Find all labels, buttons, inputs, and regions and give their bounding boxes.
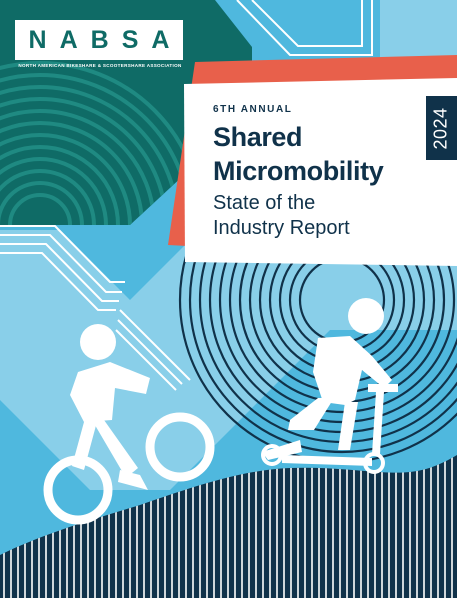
edition-label: 6TH ANNUAL — [213, 104, 293, 115]
logo-tagline: NORTH AMERICAN BIKESHARE & SCOOTERSHARE … — [18, 63, 182, 68]
year-tab: 2024 — [426, 96, 457, 160]
report-year: 2024 — [431, 106, 452, 150]
title-card — [184, 78, 457, 266]
chevron-lines-right — [236, 0, 373, 56]
subtitle-line-1: State of the — [213, 192, 316, 214]
chevron-lines-lower — [115, 309, 191, 391]
title-line-2: Micromobility — [213, 156, 384, 186]
subtitle-line-2: Industry Report — [213, 217, 350, 239]
title-line-1: Shared — [213, 122, 303, 152]
chevron-lines-left — [0, 225, 125, 311]
nabsa-logo[interactable]: NABSA — [15, 20, 183, 60]
scooter-rider-figure — [261, 298, 398, 474]
bicyclist-figure — [43, 324, 215, 525]
logo-wordmark: NABSA — [28, 25, 183, 54]
